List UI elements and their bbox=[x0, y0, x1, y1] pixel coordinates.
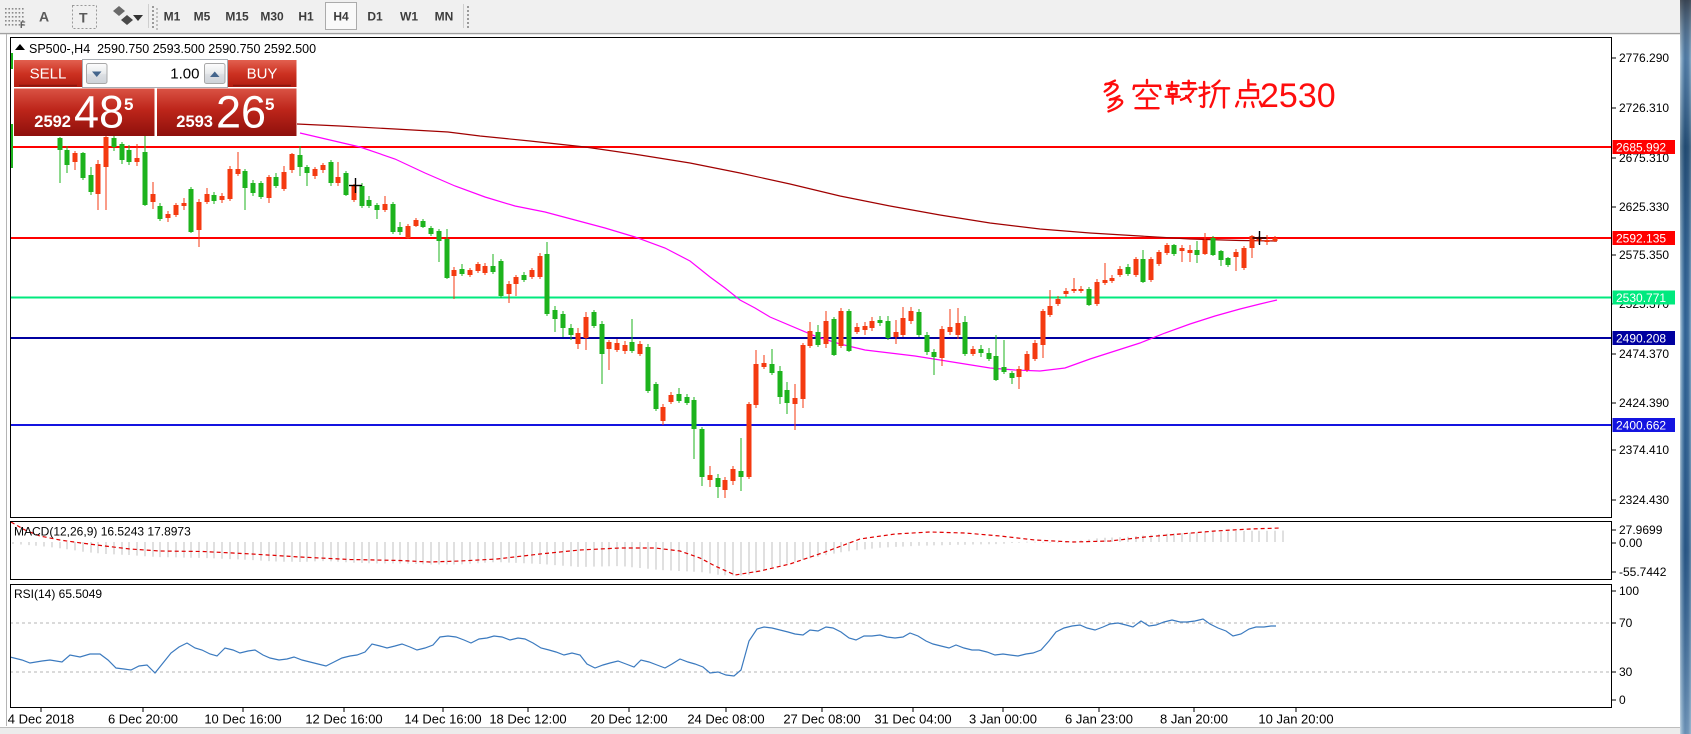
svg-text:2592: 2592 bbox=[34, 113, 71, 131]
svg-text:24 Dec 08:00: 24 Dec 08:00 bbox=[687, 712, 764, 727]
svg-text:-55.7442: -55.7442 bbox=[1619, 565, 1667, 579]
svg-text:14 Dec 16:00: 14 Dec 16:00 bbox=[404, 712, 481, 727]
svg-text:M5: M5 bbox=[194, 10, 211, 24]
svg-text:4 Dec 2018: 4 Dec 2018 bbox=[8, 712, 75, 727]
svg-text:2530: 2530 bbox=[1260, 77, 1336, 115]
svg-text:MACD(12,26,9) 16.5243 17.8973: MACD(12,26,9) 16.5243 17.8973 bbox=[14, 525, 191, 539]
svg-text:70: 70 bbox=[1619, 616, 1633, 630]
svg-text:0.00: 0.00 bbox=[1619, 536, 1643, 550]
svg-text:26: 26 bbox=[216, 87, 266, 138]
svg-text:2726.310: 2726.310 bbox=[1619, 101, 1669, 115]
svg-text:M1: M1 bbox=[164, 10, 181, 24]
svg-text:2675.310: 2675.310 bbox=[1619, 151, 1669, 165]
svg-text:2592.135: 2592.135 bbox=[1616, 232, 1666, 246]
svg-text:2374.410: 2374.410 bbox=[1619, 443, 1669, 457]
svg-text:100: 100 bbox=[1619, 584, 1639, 598]
svg-text:8 Jan 20:00: 8 Jan 20:00 bbox=[1160, 712, 1228, 727]
svg-text:SP500-,H4 2590.750 2593.500 2: SP500-,H4 2590.750 2593.500 2590.750 259… bbox=[29, 42, 316, 56]
svg-text:20 Dec 12:00: 20 Dec 12:00 bbox=[590, 712, 667, 727]
svg-text:27.9699: 27.9699 bbox=[1619, 523, 1663, 537]
svg-text:2424.390: 2424.390 bbox=[1619, 396, 1669, 410]
svg-text:2625.330: 2625.330 bbox=[1619, 200, 1669, 214]
svg-text:2575.350: 2575.350 bbox=[1619, 248, 1669, 262]
svg-text:T: T bbox=[79, 10, 88, 26]
svg-text:SELL: SELL bbox=[30, 66, 67, 83]
svg-text:BUY: BUY bbox=[247, 66, 278, 83]
svg-text:18 Dec 12:00: 18 Dec 12:00 bbox=[489, 712, 566, 727]
svg-text:2530.771: 2530.771 bbox=[1616, 291, 1666, 305]
svg-text:A: A bbox=[39, 9, 49, 25]
svg-text:48: 48 bbox=[74, 87, 124, 138]
svg-text:H4: H4 bbox=[333, 10, 349, 24]
svg-text:1.00: 1.00 bbox=[170, 66, 199, 83]
svg-text:12 Dec 16:00: 12 Dec 16:00 bbox=[305, 712, 382, 727]
svg-text:2324.430: 2324.430 bbox=[1619, 493, 1669, 507]
svg-text:5: 5 bbox=[265, 95, 274, 114]
svg-text:2685.992: 2685.992 bbox=[1616, 141, 1666, 155]
svg-text:MN: MN bbox=[435, 10, 454, 24]
svg-text:3 Jan 00:00: 3 Jan 00:00 bbox=[969, 712, 1037, 727]
svg-text:6 Jan 23:00: 6 Jan 23:00 bbox=[1065, 712, 1133, 727]
svg-text:30: 30 bbox=[1619, 665, 1633, 679]
svg-text:2490.208: 2490.208 bbox=[1616, 332, 1666, 346]
svg-text:M30: M30 bbox=[260, 10, 284, 24]
svg-text:2593: 2593 bbox=[176, 113, 213, 131]
svg-text:5: 5 bbox=[124, 95, 133, 114]
svg-text:2776.290: 2776.290 bbox=[1619, 51, 1669, 65]
svg-text:6 Dec 20:00: 6 Dec 20:00 bbox=[108, 712, 178, 727]
svg-text:M15: M15 bbox=[225, 10, 249, 24]
svg-text:RSI(14) 65.5049: RSI(14) 65.5049 bbox=[14, 587, 102, 601]
svg-text:27 Dec 08:00: 27 Dec 08:00 bbox=[783, 712, 860, 727]
svg-text:W1: W1 bbox=[400, 10, 418, 24]
svg-text:10 Jan 20:00: 10 Jan 20:00 bbox=[1258, 712, 1333, 727]
svg-text:H1: H1 bbox=[298, 10, 314, 24]
svg-text:2474.370: 2474.370 bbox=[1619, 347, 1669, 361]
svg-text:31 Dec 04:00: 31 Dec 04:00 bbox=[874, 712, 951, 727]
svg-text:2400.662: 2400.662 bbox=[1616, 419, 1666, 433]
svg-text:F: F bbox=[20, 20, 26, 30]
svg-text:D1: D1 bbox=[367, 10, 383, 24]
svg-text:10 Dec 16:00: 10 Dec 16:00 bbox=[204, 712, 281, 727]
svg-text:0: 0 bbox=[1619, 693, 1626, 707]
